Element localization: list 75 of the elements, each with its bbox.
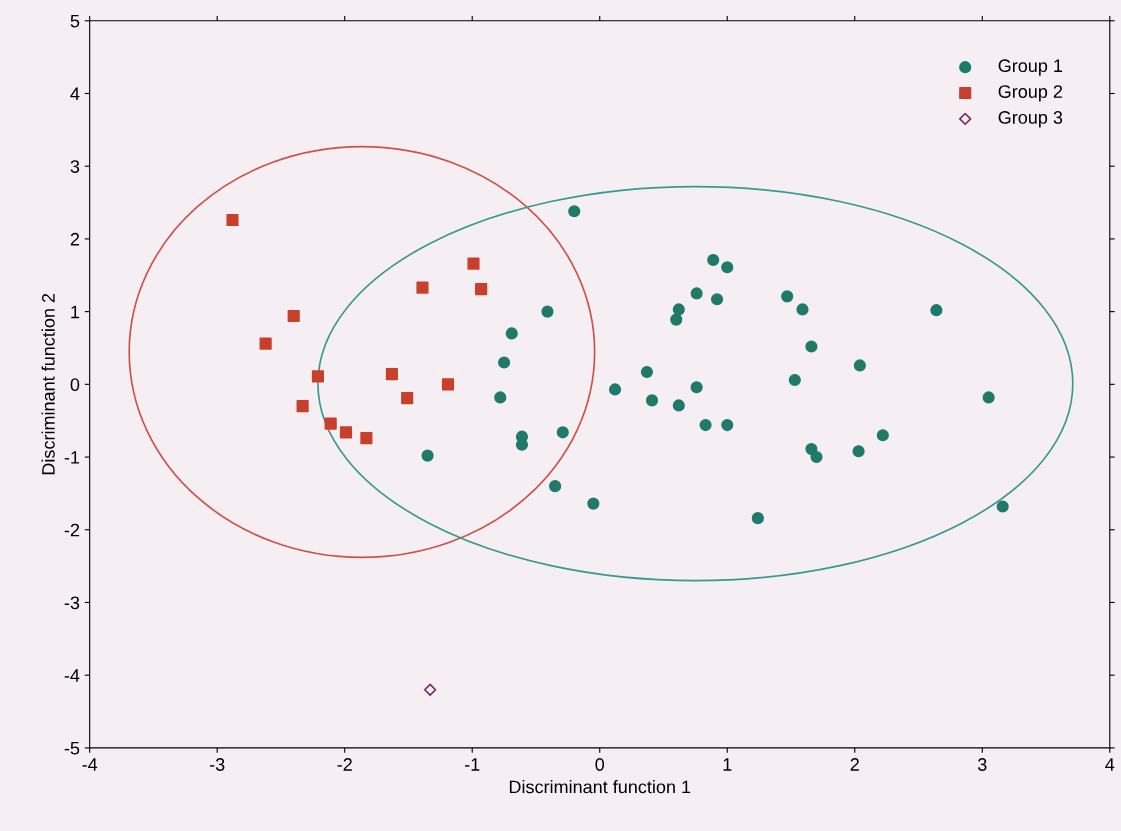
point bbox=[781, 290, 794, 303]
point bbox=[608, 383, 622, 396]
y-tick-label: 1 bbox=[71, 305, 80, 319]
point bbox=[311, 370, 325, 383]
point bbox=[876, 429, 889, 442]
point bbox=[296, 400, 309, 413]
point bbox=[721, 418, 734, 432]
point bbox=[505, 327, 518, 340]
point bbox=[401, 392, 414, 405]
point bbox=[670, 313, 683, 326]
point bbox=[672, 303, 685, 316]
y-tick-label: -1 bbox=[64, 451, 80, 464]
legend-label: Group 2 bbox=[998, 85, 1063, 102]
point bbox=[475, 283, 488, 296]
point bbox=[690, 381, 703, 394]
point bbox=[494, 391, 507, 404]
point bbox=[360, 432, 373, 445]
point bbox=[324, 417, 337, 430]
x-tick-label: 3 bbox=[977, 758, 987, 771]
point bbox=[226, 213, 239, 227]
point bbox=[996, 500, 1009, 513]
point bbox=[498, 356, 511, 369]
y-tick-label: -3 bbox=[64, 596, 80, 610]
point bbox=[587, 497, 600, 510]
y-tick-label: -2 bbox=[64, 523, 80, 537]
y-tick-label: 4 bbox=[70, 87, 80, 101]
point bbox=[788, 373, 801, 387]
point bbox=[549, 480, 562, 493]
x-tick-label: -2 bbox=[337, 758, 352, 771]
y-tick-label: -4 bbox=[64, 669, 80, 682]
point bbox=[640, 365, 653, 379]
x-tick-label: -1 bbox=[465, 758, 480, 771]
y-tick-label: 3 bbox=[70, 160, 80, 173]
point bbox=[556, 426, 569, 439]
point bbox=[853, 359, 866, 372]
point bbox=[467, 257, 480, 270]
point bbox=[541, 305, 554, 318]
y-tick-label: -5 bbox=[64, 742, 80, 755]
point bbox=[672, 399, 685, 412]
point bbox=[721, 261, 734, 274]
point bbox=[421, 449, 434, 462]
point bbox=[805, 340, 818, 353]
point bbox=[810, 450, 823, 464]
legend-label: Group 1 bbox=[998, 59, 1063, 76]
point bbox=[259, 337, 272, 350]
point bbox=[710, 293, 724, 306]
point bbox=[568, 205, 581, 218]
point bbox=[690, 287, 703, 300]
point bbox=[416, 281, 429, 294]
point bbox=[645, 394, 659, 407]
y-tick-label: 5 bbox=[70, 14, 80, 28]
x-tick-label: -3 bbox=[209, 758, 225, 771]
point bbox=[707, 253, 720, 267]
point bbox=[423, 683, 437, 696]
x-tick-label: 2 bbox=[850, 758, 859, 771]
point bbox=[982, 391, 995, 404]
y-axis-title: Discriminant function 2 bbox=[41, 293, 55, 475]
point bbox=[339, 426, 353, 439]
x-tick-label: 1 bbox=[723, 758, 732, 771]
y-tick-label: 2 bbox=[70, 232, 80, 246]
point bbox=[699, 418, 712, 432]
point bbox=[385, 368, 398, 381]
point bbox=[796, 303, 809, 316]
x-tick-label: -4 bbox=[82, 758, 98, 771]
x-axis-title: Discriminant function 1 bbox=[509, 780, 691, 794]
point bbox=[441, 378, 455, 391]
point bbox=[930, 304, 943, 317]
point bbox=[852, 445, 865, 458]
x-tick-label: 0 bbox=[595, 758, 605, 771]
point bbox=[751, 512, 764, 525]
point bbox=[287, 309, 300, 323]
point bbox=[515, 438, 529, 451]
y-tick-label: 0 bbox=[70, 378, 80, 392]
x-tick-label: 4 bbox=[1105, 758, 1115, 771]
legend-label: Group 3 bbox=[998, 111, 1063, 128]
